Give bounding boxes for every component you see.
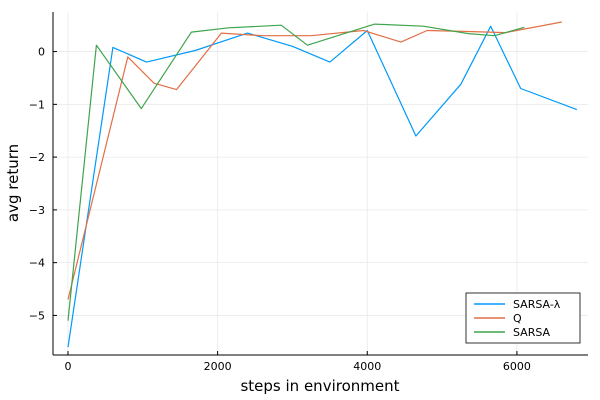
legend-label: SARSA-λ — [513, 298, 561, 311]
axes — [52, 12, 588, 356]
y-tick-label: −3 — [29, 204, 45, 217]
y-tick-label: −1 — [29, 98, 45, 111]
y-tick-label: −5 — [29, 309, 45, 322]
tick-labels: 0 2000 4000 6000 −5 −4 −3 −2 −1 0 — [29, 46, 531, 373]
grid — [53, 12, 588, 355]
y-tick-label: −4 — [29, 257, 45, 270]
series-lines — [67, 21, 578, 348]
x-tick-label: 0 — [64, 360, 71, 373]
y-tick-label: 0 — [38, 46, 45, 59]
series-line — [67, 23, 525, 321]
x-tick-label: 4000 — [353, 360, 381, 373]
x-tick-label: 2000 — [204, 360, 232, 373]
y-axis-title: avg return — [4, 144, 22, 222]
x-axis-title: steps in environment — [240, 377, 399, 395]
x-tick-label: 6000 — [503, 360, 531, 373]
legend-label: SARSA — [513, 326, 551, 339]
series-line — [67, 21, 562, 300]
legend-label: Q — [513, 312, 522, 325]
series-line — [67, 25, 578, 348]
y-tick-label: −2 — [29, 151, 45, 164]
